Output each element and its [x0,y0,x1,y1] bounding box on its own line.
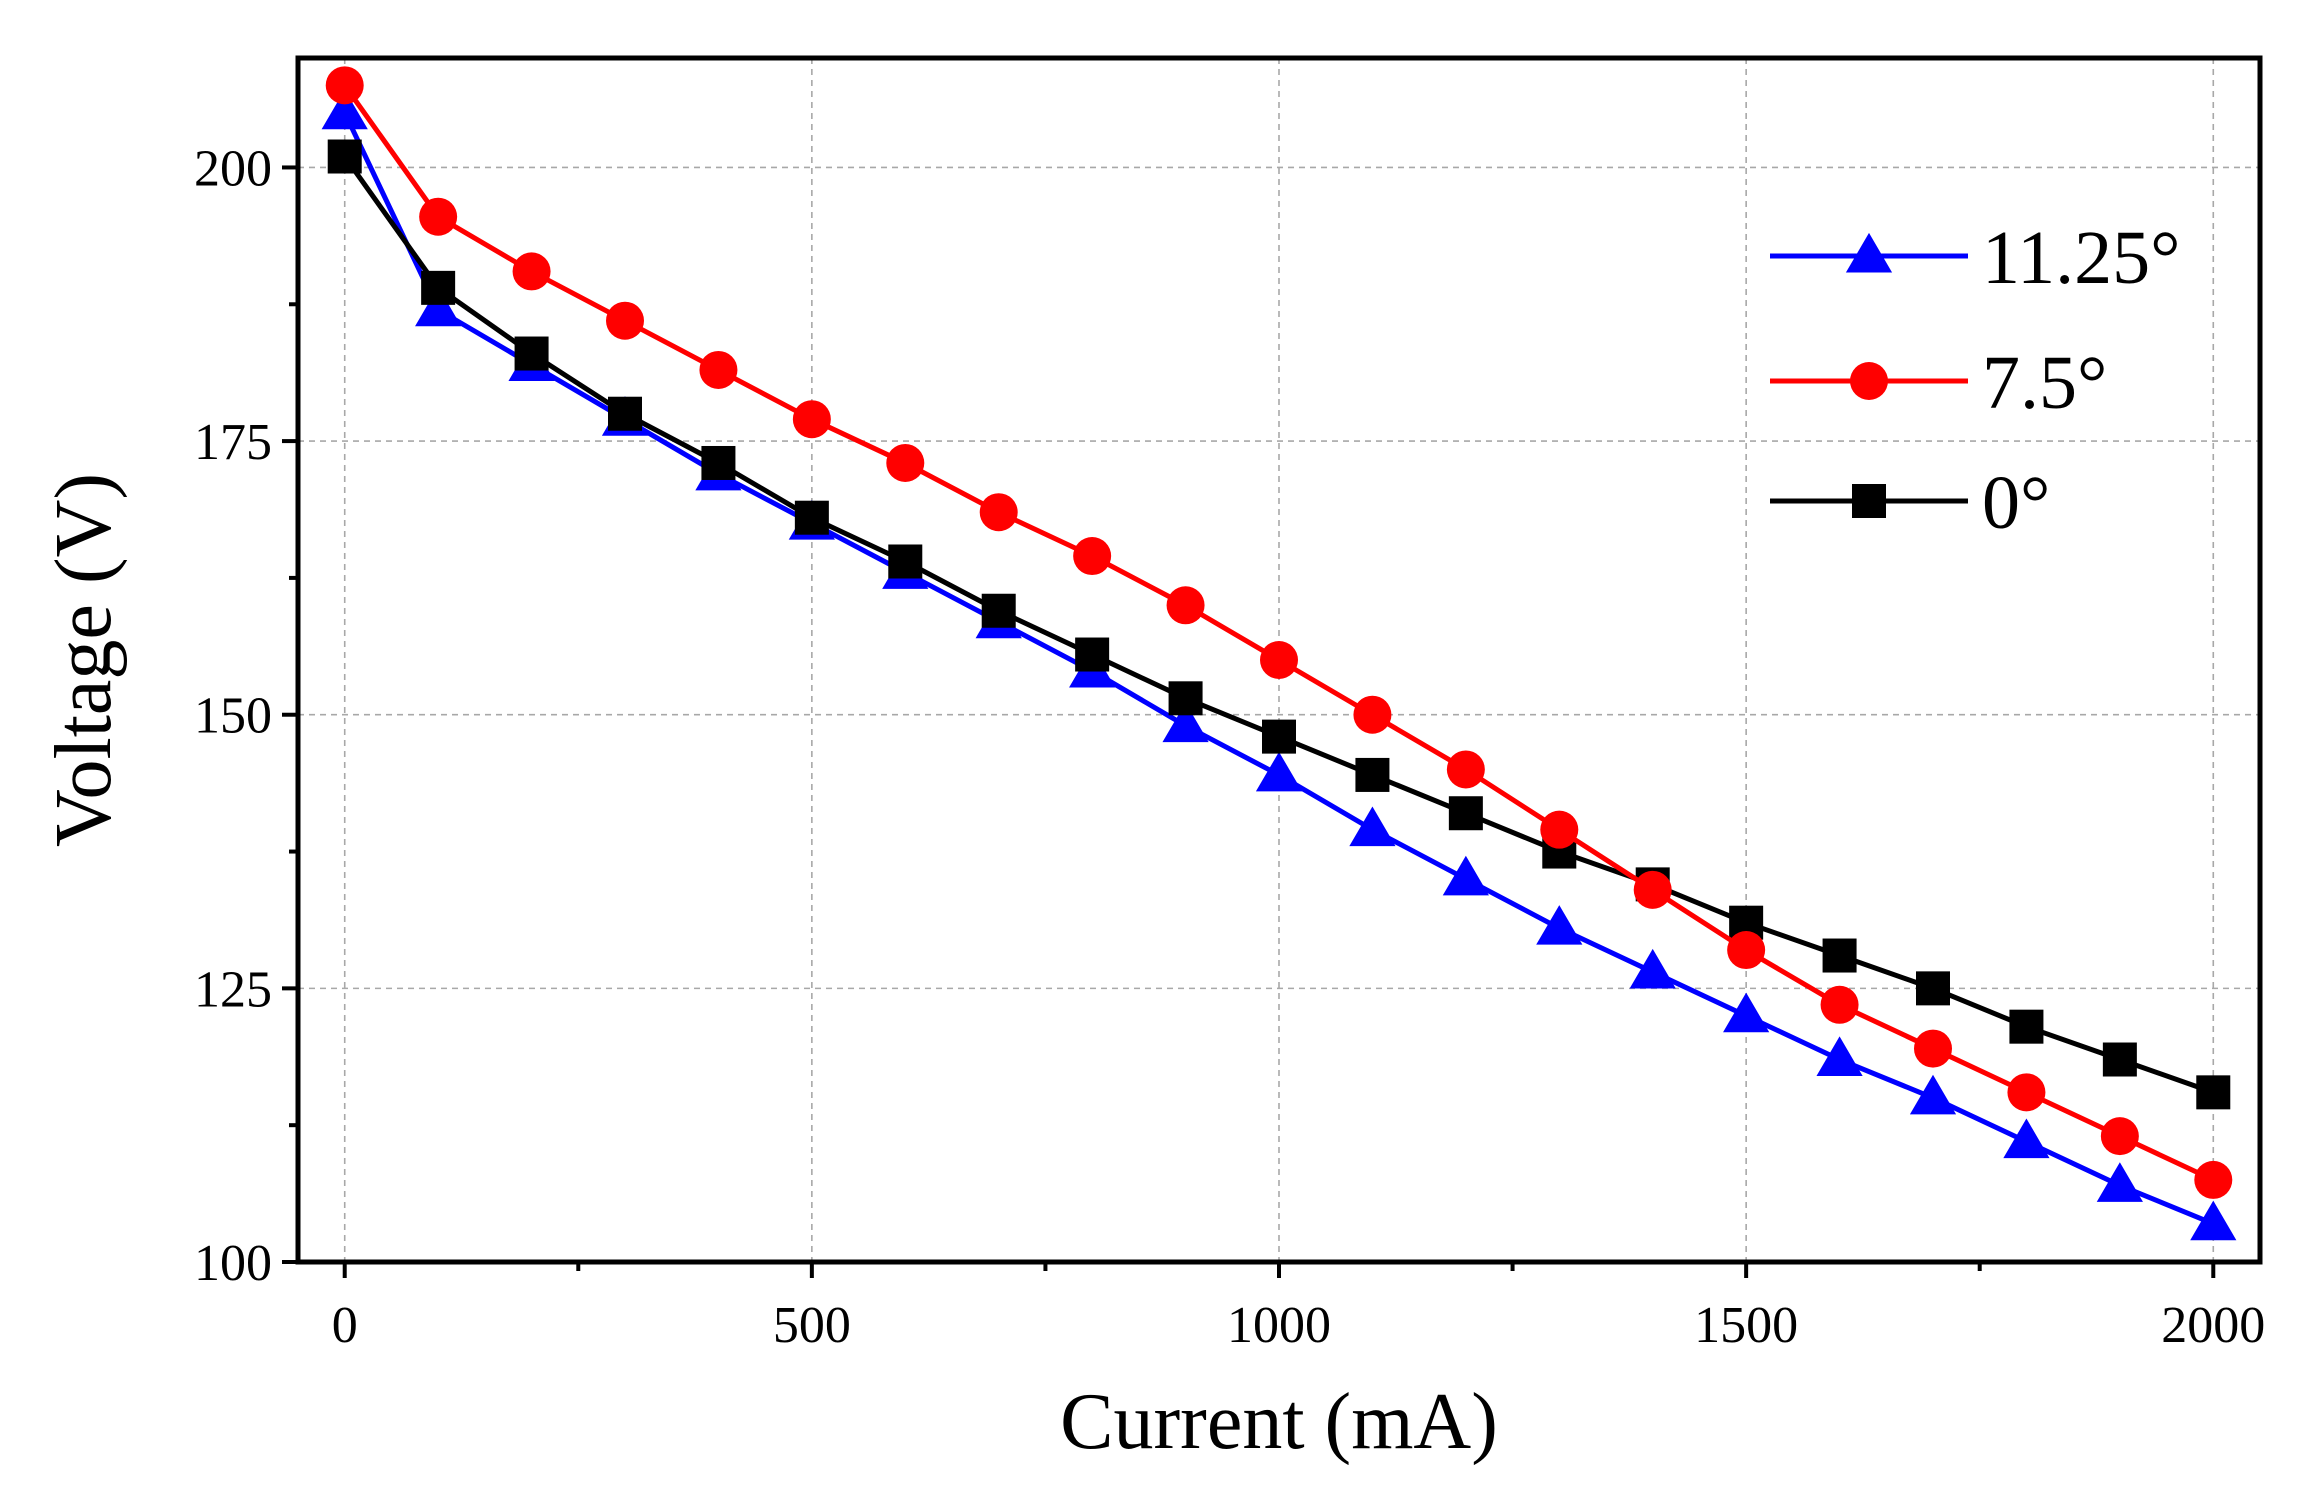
data-point [1353,695,1392,734]
x-axis-title: Current (mA) [1060,1378,1498,1466]
data-point [1540,810,1579,849]
legend-entry: 11.25° [1770,216,2181,300]
legend-label: 0° [1982,461,2050,545]
x-tick-label: 500 [773,1297,851,1354]
data-point [1446,750,1485,789]
x-tick-label: 1000 [1227,1297,1331,1354]
data-point [321,89,368,130]
data-point [1262,719,1296,754]
data-point [888,544,923,579]
data-point [606,301,644,340]
data-point [1073,537,1112,576]
data-point [1723,992,1770,1033]
data-point [1349,806,1396,847]
data-point [1442,855,1489,896]
y-axis-title: Voltage (V) [40,473,128,847]
data-point [1168,681,1203,716]
data-point [1629,948,1676,989]
grid [298,58,2260,1262]
data-point [2007,1073,2046,1112]
legend-label: 7.5° [1982,341,2107,425]
plot-frame [295,55,2263,1265]
y-tick-label: 125 [194,961,272,1018]
data-point [2100,1117,2139,1156]
data-point [792,400,831,439]
data-point [2102,1042,2137,1077]
data-point [1816,1036,1863,1077]
data-point [1820,985,1859,1024]
legend-marker [1850,362,1888,400]
data-point [325,66,364,105]
y-tick-label: 100 [194,1235,272,1292]
data-point [1536,905,1583,945]
legend-label: 11.25° [1982,216,2181,300]
legend-entry: 0° [1770,461,2050,545]
data-point [1255,751,1303,792]
data-point [1166,586,1205,625]
data-point [1355,757,1390,792]
data-point [2096,1162,2143,1202]
data-point [1162,702,1209,743]
data-point [1260,641,1298,679]
data-point [608,396,642,431]
data-point [2009,1009,2044,1044]
data-point [699,350,738,389]
legend-entry: 7.5° [1770,341,2107,425]
y-tick-label: 150 [194,688,272,745]
data-point [794,500,829,535]
data-point [2196,1075,2231,1110]
data-point [1914,1029,1952,1068]
data-point [512,252,551,291]
y-tick-label: 175 [194,414,272,471]
data-point [1822,938,1857,973]
data-point [1075,637,1110,672]
data-point [701,445,736,480]
x-tick-label: 1500 [1694,1297,1798,1354]
legend: 11.25° 7.5° 0° [1770,216,2181,545]
x-tick-label: 2000 [2161,1297,2265,1354]
data-point [1727,931,1766,970]
data-point [2190,1200,2237,1241]
data-point [2194,1160,2233,1199]
data-point [415,286,462,327]
series-triangle [321,89,2237,1241]
plot-series [321,66,2237,1241]
data-point [1916,971,1950,1006]
data-point [981,593,1016,628]
legend-marker [1852,484,1886,518]
data-point [327,139,362,174]
data-point [979,493,1018,532]
data-point [421,270,456,305]
data-point [1633,870,1672,909]
data-point [2003,1118,2050,1159]
data-point [886,443,925,482]
data-point [419,197,458,236]
data-point [1448,796,1483,831]
x-tick-label: 0 [332,1297,358,1354]
legend-marker [1845,232,1893,273]
data-point [1909,1074,1957,1115]
data-point [514,336,549,371]
axis-ticks: 0 500 1000 1500 2000 100 125 150 175 200 [194,140,2265,1354]
series-circle [325,66,2233,1199]
y-tick-label: 200 [194,140,272,197]
